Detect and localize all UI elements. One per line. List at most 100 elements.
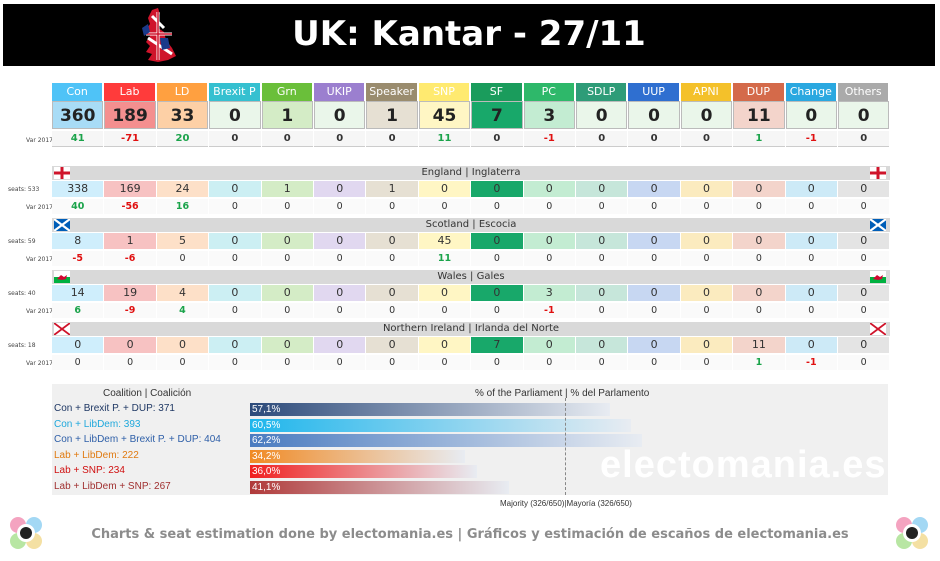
- region-seat-cell: 24: [156, 181, 209, 197]
- region-seat-cell: 19: [104, 285, 156, 301]
- region-seat-cell: 0: [628, 181, 680, 197]
- region-var-label: Var 2017: [26, 204, 53, 211]
- region-seat-cell: 0: [628, 337, 680, 353]
- england-flag-icon: [870, 167, 886, 179]
- party-header-brexit-p: Brexit P: [209, 83, 261, 101]
- region-var-cell: -5: [52, 251, 104, 266]
- region-seat-cell: 0: [838, 285, 890, 301]
- region-seat-cell: 0: [838, 233, 890, 249]
- region-var-cell: 0: [628, 355, 680, 370]
- majority-label: Majority (326/650)|Mayoría (326/650): [500, 499, 632, 508]
- national-seat-cell: 0: [680, 101, 733, 129]
- region-seat-cell: 0: [471, 181, 523, 197]
- region-var-cell: 0: [680, 199, 733, 214]
- national-seat-cell: 360: [52, 101, 104, 129]
- national-seat-cell: 7: [471, 101, 523, 129]
- coalition-pct-label: 34,2%: [252, 450, 281, 462]
- region-var-label: Var 2017: [26, 308, 53, 315]
- region-var-cell: 0: [838, 355, 890, 370]
- national-seat-cell: 1: [366, 101, 418, 129]
- region-var-cell: 11: [418, 251, 471, 266]
- page-title: UK: Kantar - 27/11: [292, 14, 646, 54]
- national-seat-cell: 0: [314, 101, 366, 129]
- national-seat-cell: 0: [785, 101, 837, 129]
- region-var-cell: 0: [838, 251, 890, 266]
- region-seat-cell: 0: [366, 337, 418, 353]
- region-seat-cell: 0: [576, 181, 628, 197]
- region-var-cell: 0: [366, 303, 418, 318]
- region-var-cell: 0: [838, 303, 890, 318]
- region-var-cell: -6: [104, 251, 156, 266]
- region-var-cell: 0: [471, 355, 523, 370]
- national-seat-cell: 11: [733, 101, 785, 129]
- party-header-others: Others: [838, 83, 890, 101]
- region-var-cell: 4: [156, 303, 209, 318]
- region-var-cell: 0: [261, 303, 313, 318]
- region-var-cell: 0: [523, 355, 575, 370]
- national-var-cell: 0: [366, 131, 418, 147]
- region-var-label: Var 2017: [26, 360, 53, 367]
- region-seat-cell: 0: [314, 181, 366, 197]
- region-var-cell: 0: [785, 303, 837, 318]
- national-seat-cell: 0: [838, 101, 890, 129]
- national-var-cell: -1: [785, 131, 837, 147]
- national-var-cell: 0: [209, 131, 261, 147]
- national-var-cell: -1: [523, 131, 575, 147]
- region-var-cell: 0: [628, 303, 680, 318]
- region-seat-cell: 0: [418, 181, 471, 197]
- national-seat-cell: 0: [209, 101, 261, 129]
- region-seat-cell: 4: [156, 285, 209, 301]
- party-header-change-uk: Change UK: [785, 83, 837, 116]
- region-seat-cell: 0: [785, 337, 837, 353]
- region-var-cell: 0: [471, 303, 523, 318]
- region-seat-cell: 0: [628, 233, 680, 249]
- region-seat-cell: 0: [628, 285, 680, 301]
- region-seat-cell: 0: [838, 337, 890, 353]
- region-seat-cell: 0: [104, 337, 156, 353]
- party-header-ukip: UKIP: [314, 83, 366, 101]
- region-title: Wales | Gales: [52, 270, 890, 284]
- region-seat-cell: 0: [314, 233, 366, 249]
- region-seat-cell: 11: [733, 337, 785, 353]
- party-header-snp: SNP: [418, 83, 471, 101]
- region-var-cell: 0: [261, 251, 313, 266]
- region-var-cell: -56: [104, 199, 156, 214]
- region-var-cell: 0: [628, 199, 680, 214]
- region-var-cell: -1: [523, 303, 575, 318]
- region-var-cell: 0: [785, 251, 837, 266]
- region-seat-cell: 1: [261, 181, 313, 197]
- region-seat-cell: 0: [785, 285, 837, 301]
- coalition-label: Lab + LibDem: 222: [54, 449, 139, 461]
- region-seat-cell: 338: [52, 181, 104, 197]
- national-seat-cell: 45: [418, 101, 471, 129]
- region-seat-cell: 0: [785, 233, 837, 249]
- region-var-cell: 0: [261, 199, 313, 214]
- watermark: electomania.es: [600, 444, 887, 486]
- national-seat-cell: 0: [576, 101, 628, 129]
- region-var-cell: -9: [104, 303, 156, 318]
- uk-flag-map-icon: [142, 8, 176, 62]
- region-var-cell: 0: [418, 199, 471, 214]
- national-var-label: Var 2017: [26, 137, 53, 144]
- region-var-cell: 0: [156, 251, 209, 266]
- coalition-label: Con + LibDem + Brexit P. + DUP: 404: [54, 434, 221, 445]
- region-var-cell: 40: [52, 199, 104, 214]
- region-seat-cell: 0: [261, 285, 313, 301]
- region-seat-cell: 3: [523, 285, 575, 301]
- party-header-uup: UUP: [628, 83, 680, 101]
- region-title: England | Inglaterra: [52, 166, 890, 180]
- region-seat-cell: 0: [52, 337, 104, 353]
- national-var-cell: 0: [576, 131, 628, 147]
- region-seat-cell: 0: [680, 233, 733, 249]
- region-seat-cell: 0: [471, 233, 523, 249]
- coalition-pct-label: 36,0%: [252, 466, 281, 477]
- party-header-pc: PC: [523, 83, 575, 101]
- national-var-cell: 0: [314, 131, 366, 147]
- region-seat-cell: 0: [733, 233, 785, 249]
- region-seats-label: seats: 18: [8, 342, 36, 349]
- national-seat-cell: 33: [156, 101, 209, 129]
- national-var-cell: 41: [52, 131, 104, 147]
- parliament-column-title: % of the Parliament | % del Parlamento: [475, 388, 650, 399]
- region-seat-cell: 0: [785, 181, 837, 197]
- region-var-cell: 0: [314, 303, 366, 318]
